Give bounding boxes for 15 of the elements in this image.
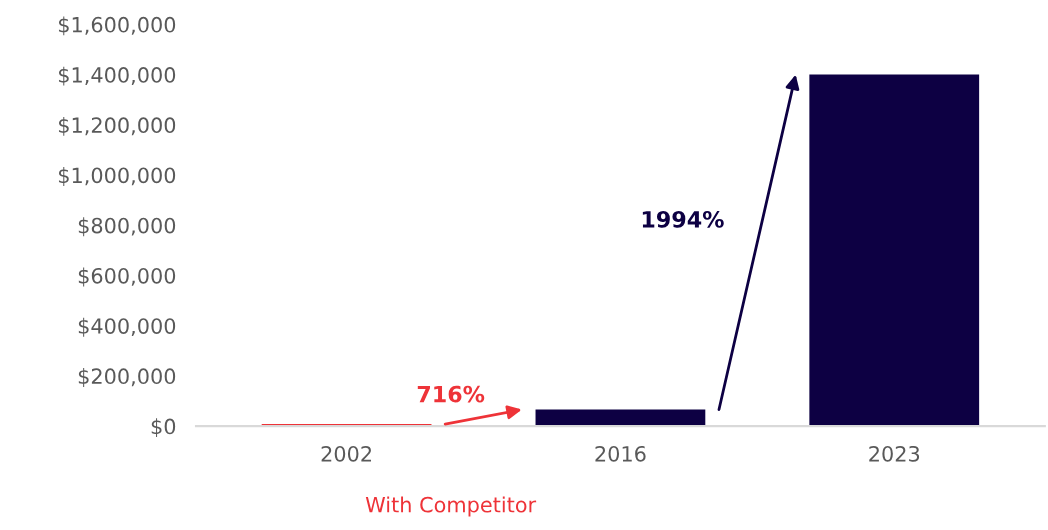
y-tick-label: $1,200,000 <box>58 116 176 136</box>
y-tick-label: $400,000 <box>78 317 176 337</box>
y-tick-label: $1,000,000 <box>58 167 176 187</box>
y-tick-label: $1,600,000 <box>58 16 176 36</box>
x-tick-label: 2016 <box>595 445 646 462</box>
y-tick-label: $200,000 <box>78 367 176 387</box>
annotation: 1994% <box>642 210 724 228</box>
x-tick-label: 2023 <box>869 445 920 462</box>
y-tick-label: $0 <box>151 418 176 438</box>
annotation: 716% <box>417 385 485 403</box>
x-tick-label: 2002 <box>321 445 372 462</box>
text: With Competitor <box>365 496 537 517</box>
y-tick-label: $800,000 <box>78 217 176 237</box>
y-tick-label: $600,000 <box>78 267 176 287</box>
y-tick-label: $1,400,000 <box>58 66 176 86</box>
